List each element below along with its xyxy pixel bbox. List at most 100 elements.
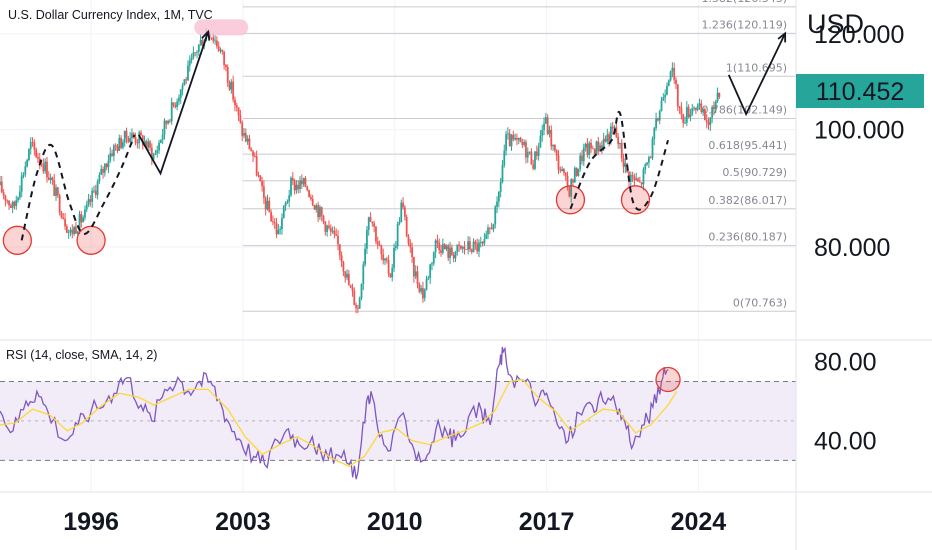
candle-body (243, 133, 245, 136)
candle-body (100, 168, 103, 175)
candle-body (449, 247, 451, 258)
candle-body (80, 214, 83, 223)
candle-body (431, 263, 433, 265)
candle-body (317, 205, 320, 218)
candle-body (172, 102, 175, 106)
candle-body (602, 138, 605, 149)
candle-body (154, 153, 157, 155)
candle-body (622, 157, 625, 167)
candle-body (111, 153, 113, 156)
candle-body (114, 145, 117, 147)
candle-body (514, 138, 517, 140)
candle-body (526, 152, 529, 158)
candle-body (400, 202, 403, 223)
candle-body (29, 142, 32, 149)
candle-body (629, 175, 632, 182)
candle-body (595, 141, 598, 155)
candle-body (519, 137, 522, 142)
candle-body (615, 127, 618, 137)
candle-body (163, 120, 166, 135)
candle-body (496, 201, 498, 207)
candle-body (528, 151, 531, 153)
x-tick-label: 2017 (519, 508, 575, 536)
candle-body (322, 216, 325, 222)
candle-body (393, 247, 395, 268)
candle-body (82, 217, 85, 223)
candle-body (87, 199, 90, 205)
candle-body (624, 163, 627, 167)
candle-body (250, 149, 253, 152)
y-tick-label: 120.000 (814, 21, 904, 49)
candle-body (577, 168, 580, 176)
candle-body (552, 144, 554, 147)
candle-body (696, 105, 699, 110)
candle-body (149, 141, 151, 148)
candle-body (277, 230, 280, 235)
fib-level-label: 1(110.695) (726, 61, 787, 74)
candle-body (297, 184, 300, 190)
candle-body (344, 271, 347, 278)
candle-body (270, 212, 273, 222)
candle-body (658, 111, 661, 121)
candle-body (226, 66, 229, 83)
candle-body (470, 249, 473, 252)
candle-body (570, 179, 573, 197)
currency-label: USD (807, 9, 864, 39)
candle-body (530, 151, 533, 165)
candle-body (313, 205, 316, 210)
candle-body (599, 145, 601, 152)
candle-body (619, 142, 621, 145)
candlesticks (0, 28, 721, 314)
candle-body (351, 287, 354, 291)
candle-body (290, 177, 292, 196)
trend-arrow-path (138, 31, 210, 176)
candle-body (158, 142, 160, 151)
candle-body (559, 169, 562, 172)
candle-body (78, 214, 81, 232)
candle-body (506, 133, 509, 135)
candle-body (487, 227, 489, 235)
candle-body (532, 164, 535, 169)
candle-body (183, 79, 186, 86)
candle-body (228, 82, 231, 90)
candle-body (315, 205, 318, 210)
candle-body (109, 153, 112, 161)
candle-body (405, 216, 408, 237)
candle-body (65, 226, 68, 233)
candle-body (450, 247, 453, 255)
candle-body (199, 39, 202, 45)
candle-body (543, 123, 545, 130)
y-axis-ticks: 120.000 100.000 80.000 80.00 40.00 (814, 21, 904, 456)
candle-body (666, 85, 668, 95)
y-tick-label: 80.000 (814, 234, 890, 262)
candle-body (566, 175, 569, 188)
candle-body (215, 40, 218, 47)
candle-body (0, 181, 3, 193)
candle-body (49, 177, 52, 180)
candle-body (387, 260, 390, 274)
candle-body (610, 126, 612, 143)
candle-body (208, 33, 211, 38)
candle-body (687, 107, 690, 118)
candle-body (102, 168, 104, 173)
candle-body (56, 187, 59, 196)
last-price-badge[interactable]: 110.452 (796, 74, 924, 108)
candle-body (174, 105, 177, 107)
candle-body (253, 155, 256, 157)
candle-body (67, 231, 70, 233)
candle-body (501, 165, 504, 183)
candle-body (572, 179, 574, 183)
candle-body (225, 65, 227, 67)
candle-body (179, 89, 182, 98)
candle-body (69, 229, 72, 232)
candle-body (637, 178, 639, 182)
candle-body (459, 245, 462, 249)
candle-body (360, 284, 363, 299)
candle-body (85, 204, 88, 210)
candle-body (653, 127, 656, 139)
candle-body (217, 46, 220, 51)
candle-body (429, 264, 432, 278)
candle-body (338, 244, 341, 256)
candle-body (219, 49, 222, 51)
candle-body (403, 207, 406, 217)
